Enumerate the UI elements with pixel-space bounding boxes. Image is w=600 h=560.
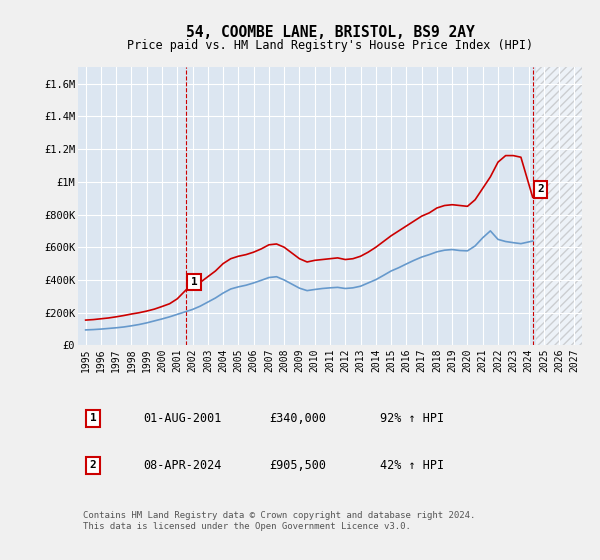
Text: 08-APR-2024: 08-APR-2024 <box>143 459 222 472</box>
Text: 42% ↑ HPI: 42% ↑ HPI <box>380 459 445 472</box>
Text: £905,500: £905,500 <box>269 459 326 472</box>
Text: 2: 2 <box>90 460 97 470</box>
Text: 92% ↑ HPI: 92% ↑ HPI <box>380 412 445 424</box>
Text: 54, COOMBE LANE, BRISTOL, BS9 2AY: 54, COOMBE LANE, BRISTOL, BS9 2AY <box>185 25 475 40</box>
Text: Contains HM Land Registry data © Crown copyright and database right 2024.
This d: Contains HM Land Registry data © Crown c… <box>83 511 475 531</box>
Text: 01-AUG-2001: 01-AUG-2001 <box>143 412 222 424</box>
Text: 1: 1 <box>191 277 197 287</box>
Text: 1: 1 <box>90 413 97 423</box>
Text: 2: 2 <box>537 184 544 194</box>
Bar <box>536 67 582 346</box>
Legend: 54, COOMBE LANE, BRISTOL, BS9 2AY (detached house), HPI: Average price, detached: 54, COOMBE LANE, BRISTOL, BS9 2AY (detac… <box>83 412 443 450</box>
Text: Price paid vs. HM Land Registry's House Price Index (HPI): Price paid vs. HM Land Registry's House … <box>127 39 533 52</box>
Text: £340,000: £340,000 <box>269 412 326 424</box>
